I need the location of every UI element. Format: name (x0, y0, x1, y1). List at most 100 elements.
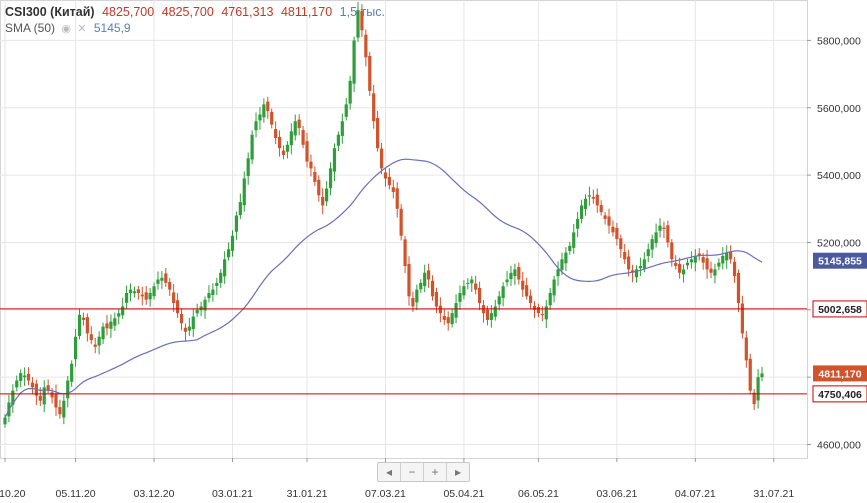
candle-down (521, 280, 525, 290)
candle-down (368, 56, 372, 91)
candle-up (230, 235, 235, 251)
open-value: 4825,700 (102, 5, 155, 19)
candle-up (254, 121, 258, 131)
scroll-right-button[interactable]: ▸ (454, 465, 462, 479)
candle-up (246, 158, 250, 177)
candle-down (281, 150, 286, 155)
level-tag (812, 385, 867, 403)
candle-up (583, 198, 588, 210)
candle-down (532, 305, 537, 310)
candle-down (136, 289, 140, 293)
candle-down (270, 111, 274, 125)
candle-up (219, 272, 223, 283)
candle-up (156, 279, 160, 284)
candle-down (627, 256, 631, 270)
candle-down (599, 205, 603, 213)
candle-down (387, 176, 391, 186)
sma-tag (813, 252, 867, 269)
candle-down (164, 273, 168, 283)
candle-down (50, 392, 54, 398)
candle-down (674, 262, 678, 267)
candle-up (419, 282, 423, 290)
candle-up (42, 387, 46, 405)
plot-frame (0, 0, 808, 459)
x-tick-label: 04.07.21 (675, 488, 716, 500)
candle-up (568, 245, 572, 251)
x-tick-label: 07.03.21 (365, 488, 406, 500)
candle-down (666, 225, 670, 243)
y-tick-label: 5400,000 (817, 170, 861, 182)
candle-down (427, 270, 431, 280)
candle-up (325, 188, 329, 202)
chart-legend: CSI300 (Китай) 4825,700 4825,700 4761,31… (5, 4, 385, 37)
candle-down (477, 288, 482, 304)
candle-up (576, 218, 580, 229)
candle-up (638, 266, 643, 269)
candle-down (536, 306, 541, 314)
candle-up (62, 400, 66, 418)
candle-down (38, 395, 42, 401)
candle-up (77, 314, 82, 336)
candle-up (658, 225, 662, 231)
candle-down (619, 238, 623, 250)
candle-down (662, 227, 666, 229)
y-tick-label: 4600,000 (817, 440, 861, 452)
candle-up (454, 303, 458, 318)
x-tick-label: 03.12.20 (134, 488, 175, 500)
candle-down (630, 270, 635, 273)
candle-up (121, 306, 125, 316)
volume-value: 1,5 тыс. (339, 5, 385, 19)
legend-sma-row: SMA (50) ◉ ✕ 5145,9 (5, 20, 385, 37)
candle-down (528, 295, 533, 304)
candle-up (160, 277, 164, 281)
candle-up (681, 269, 686, 275)
candle-down (364, 34, 368, 58)
candle-up (223, 259, 227, 277)
candle-down (748, 358, 752, 391)
candle-up (234, 215, 239, 232)
level-tag-label: 4750,406 (818, 389, 862, 401)
eye-icon[interactable]: ◉ (61, 23, 71, 35)
candle-down (89, 334, 93, 341)
candle-up (74, 336, 78, 360)
candle-up (226, 249, 231, 258)
x-tick-label: 31.07.21 (753, 488, 794, 500)
candle-up (560, 259, 564, 270)
candle-up (344, 104, 348, 117)
x-tick-label: 05.11.20 (56, 488, 96, 500)
x-tick-label: 06.05.21 (518, 488, 559, 500)
candle-up (493, 306, 497, 317)
candle-down (105, 323, 109, 329)
candle-down (58, 407, 62, 415)
close-icon[interactable]: ✕ (77, 23, 87, 35)
candle-up (423, 272, 427, 287)
candle-up (634, 269, 639, 278)
x-tick-label: 03.06.21 (596, 488, 637, 500)
scroll-left-button[interactable]: ◂ (378, 463, 401, 481)
candle-down (736, 272, 741, 304)
high-value: 4825,700 (161, 5, 214, 19)
candle-down (46, 385, 50, 391)
candle-up (760, 373, 764, 378)
candle-up (332, 148, 337, 172)
candle-down (603, 215, 607, 219)
candle-up (462, 286, 466, 296)
candle-down (701, 257, 705, 263)
zoom-in-button[interactable]: + (424, 463, 447, 481)
candle-down (732, 261, 737, 277)
sma-value: 5145,9 (93, 21, 131, 35)
candle-down (709, 268, 713, 273)
candle-down (317, 179, 321, 196)
candle-up (548, 292, 552, 306)
y-tick-label: 5200,000 (817, 237, 861, 249)
candle-down (740, 303, 744, 334)
candle-down (383, 172, 388, 179)
candle-up (124, 292, 129, 303)
zoom-out-button[interactable]: − (401, 463, 424, 481)
candle-up (148, 292, 152, 300)
candle-up (117, 313, 121, 317)
candle-down (266, 101, 270, 112)
candle-down (372, 93, 376, 122)
